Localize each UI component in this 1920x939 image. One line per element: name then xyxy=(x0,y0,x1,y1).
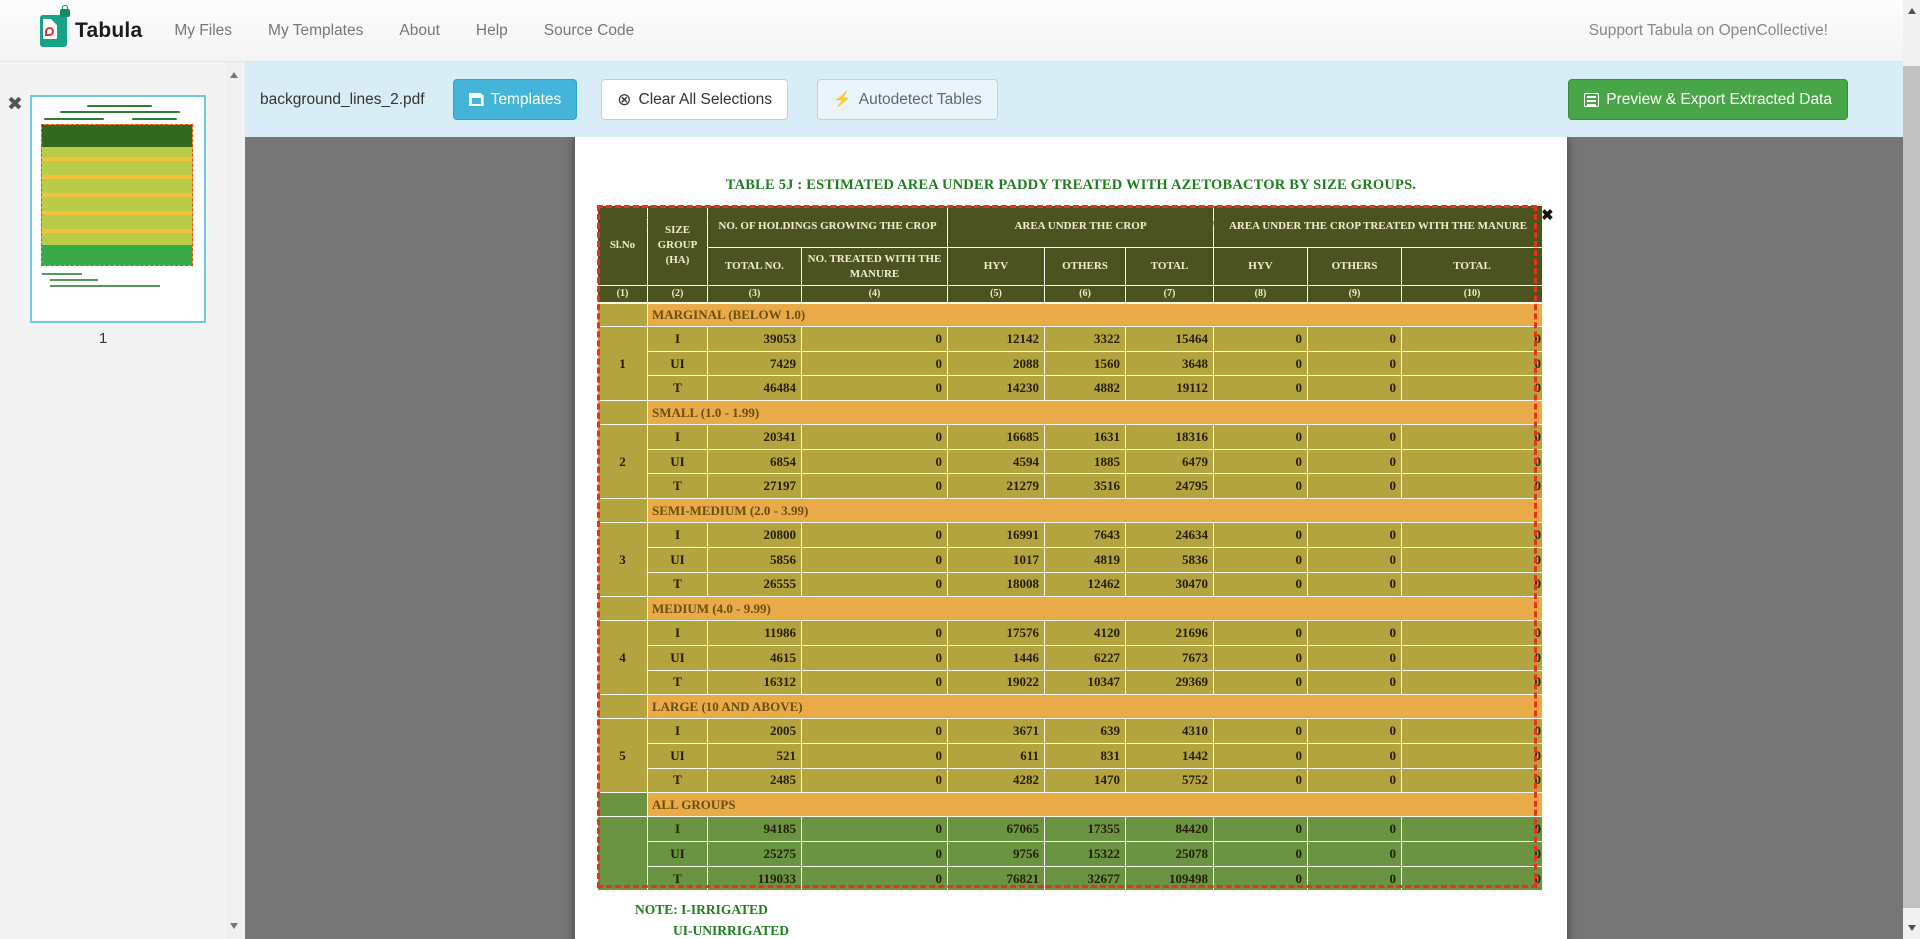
thumbnail-sidebar: ✖ 1 xyxy=(0,62,245,939)
tabula-app: Tabula My Files My Templates About Help … xyxy=(0,0,1920,939)
autodetect-tables-button[interactable]: ⚡ Autodetect Tables xyxy=(817,79,998,120)
top-navbar: Tabula My Files My Templates About Help … xyxy=(0,0,1903,62)
document-table-title: TABLE 5J : ESTIMATED AREA UNDER PADDY TR… xyxy=(575,177,1567,194)
page-scrollbar[interactable] xyxy=(1903,0,1920,939)
support-link[interactable]: Support Tabula on OpenCollective! xyxy=(1589,22,1828,40)
export-list-icon xyxy=(1584,93,1599,107)
content-area: ✖ 1 background_lines_2.pdf xyxy=(0,62,1903,939)
table-selection-box[interactable] xyxy=(597,205,1537,888)
toolbar: background_lines_2.pdf Templates ⊗ Clear… xyxy=(245,62,1903,137)
scroll-down-arrow-icon[interactable] xyxy=(1903,920,1920,936)
document-filename: background_lines_2.pdf xyxy=(260,91,425,109)
templates-icon xyxy=(469,93,484,106)
sidebar-scroll-up-icon[interactable] xyxy=(226,68,242,82)
scroll-up-arrow-icon[interactable] xyxy=(1903,3,1920,19)
remove-page-icon[interactable]: ✖ xyxy=(7,95,23,114)
lightning-icon: ⚡ xyxy=(833,92,852,107)
nav-source-code[interactable]: Source Code xyxy=(544,22,634,40)
lock-icon xyxy=(60,9,70,17)
nav-help[interactable]: Help xyxy=(476,22,508,40)
nav-my-files[interactable]: My Files xyxy=(174,22,232,40)
scrollbar-thumb[interactable] xyxy=(1903,66,1920,908)
brand-name: Tabula xyxy=(75,19,142,43)
document-notes: NOTE: I-IRRIGATED UI-UNIRRIGATED xyxy=(635,900,789,939)
pdf-viewer: TABLE 5J : ESTIMATED AREA UNDER PADDY TR… xyxy=(245,137,1903,939)
nav-about[interactable]: About xyxy=(399,22,440,40)
clear-icon: ⊗ xyxy=(617,91,631,108)
main-nav: My Files My Templates About Help Source … xyxy=(174,22,634,40)
thumbnail-page-number: 1 xyxy=(0,330,206,347)
nav-my-templates[interactable]: My Templates xyxy=(268,22,363,40)
templates-button[interactable]: Templates xyxy=(453,79,578,120)
sidebar-scrollbar[interactable] xyxy=(226,62,242,939)
preview-export-button[interactable]: Preview & Export Extracted Data xyxy=(1568,79,1848,120)
page-thumbnail[interactable] xyxy=(30,95,206,323)
brand[interactable]: Tabula xyxy=(40,15,142,47)
main-column: background_lines_2.pdf Templates ⊗ Clear… xyxy=(245,62,1903,939)
pdf-page[interactable]: TABLE 5J : ESTIMATED AREA UNDER PADDY TR… xyxy=(575,137,1567,939)
tabula-logo-icon xyxy=(40,15,67,47)
sidebar-scroll-down-icon[interactable] xyxy=(226,919,242,933)
clear-all-selections-button[interactable]: ⊗ Clear All Selections xyxy=(601,79,788,120)
thumbnail-table-image xyxy=(41,124,193,266)
